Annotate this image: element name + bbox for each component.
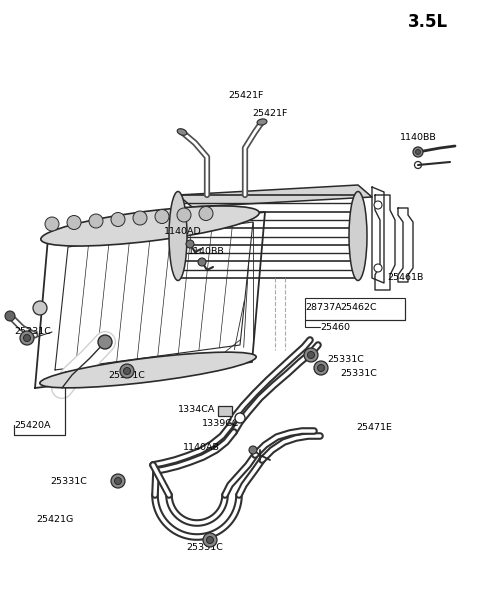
Circle shape [123, 367, 131, 374]
Circle shape [120, 364, 134, 378]
Text: 25331C: 25331C [108, 370, 145, 379]
Circle shape [5, 311, 15, 321]
Circle shape [89, 214, 103, 228]
Text: 25462C: 25462C [340, 304, 377, 313]
Circle shape [416, 150, 420, 154]
Circle shape [314, 361, 328, 375]
Circle shape [203, 533, 217, 547]
Circle shape [308, 352, 314, 359]
Text: 1140BB: 1140BB [188, 248, 225, 257]
Text: 25471E: 25471E [356, 424, 392, 433]
Ellipse shape [40, 352, 256, 388]
Circle shape [186, 240, 194, 248]
Text: 28737A: 28737A [305, 304, 342, 313]
Text: 1140AD: 1140AD [164, 228, 202, 237]
Text: 25421F: 25421F [228, 91, 264, 100]
Circle shape [199, 207, 213, 221]
Ellipse shape [349, 192, 367, 281]
Circle shape [235, 413, 245, 423]
Circle shape [45, 217, 59, 231]
Circle shape [133, 211, 147, 225]
Text: 25460: 25460 [320, 323, 350, 332]
Text: 1339CC: 1339CC [202, 419, 240, 429]
Ellipse shape [41, 206, 259, 246]
Circle shape [317, 364, 324, 371]
Circle shape [304, 348, 318, 362]
Circle shape [177, 208, 191, 222]
Ellipse shape [177, 129, 187, 135]
Circle shape [413, 147, 423, 157]
Circle shape [20, 331, 34, 345]
Ellipse shape [33, 301, 47, 315]
Circle shape [155, 210, 169, 224]
Circle shape [374, 264, 382, 272]
Circle shape [67, 216, 81, 230]
Circle shape [115, 478, 121, 484]
Text: 25331C: 25331C [340, 368, 377, 377]
Circle shape [374, 201, 382, 209]
Circle shape [206, 537, 214, 543]
Circle shape [111, 213, 125, 227]
Ellipse shape [257, 119, 267, 125]
Text: 25421G: 25421G [36, 516, 73, 525]
Text: 3.5L: 3.5L [408, 13, 448, 31]
Text: 1334CA: 1334CA [178, 406, 216, 415]
Circle shape [198, 258, 206, 266]
Text: 25331C: 25331C [50, 478, 87, 486]
Text: 25331C: 25331C [186, 543, 223, 552]
Text: 25331C: 25331C [327, 356, 364, 364]
Circle shape [24, 335, 31, 341]
Text: 25331C: 25331C [14, 328, 51, 337]
Text: 25420A: 25420A [14, 421, 50, 430]
Text: 1140BB: 1140BB [400, 133, 437, 142]
Text: 25421F: 25421F [252, 109, 288, 118]
Bar [218, 406, 232, 416]
Circle shape [98, 335, 112, 349]
Circle shape [111, 474, 125, 488]
Bar [305, 298, 405, 320]
Circle shape [249, 446, 257, 454]
Ellipse shape [169, 192, 187, 281]
Polygon shape [178, 185, 372, 207]
Text: 1140AB: 1140AB [183, 442, 220, 451]
Text: 25461B: 25461B [387, 272, 423, 281]
